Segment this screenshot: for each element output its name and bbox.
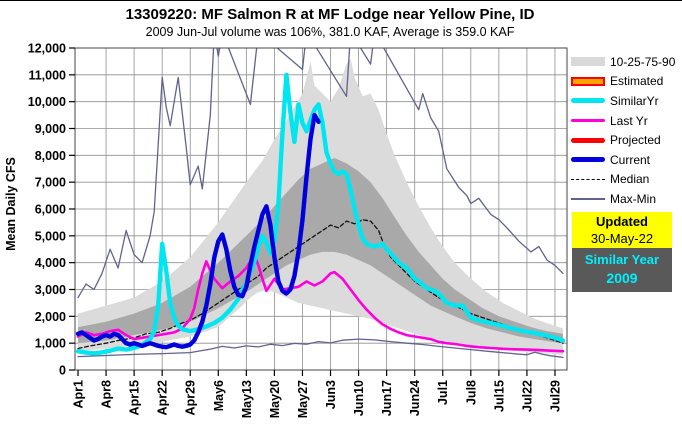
x-tick-label: May6: [212, 380, 226, 411]
median-swatch: [571, 178, 605, 180]
y-tick-label: 11,000: [28, 68, 66, 82]
updated-label: Updated: [596, 214, 648, 229]
legend-item-median: Median: [571, 170, 679, 190]
y-tick-label: 6,000: [35, 203, 66, 217]
x-tick-label: Apr15: [128, 380, 142, 415]
series-min-line: [77, 338, 564, 359]
legend-label: Projected: [610, 133, 661, 148]
x-tick-label: Jun24: [408, 380, 422, 416]
page-title: 13309220: MF Salmon R at MF Lodge near Y…: [125, 6, 535, 23]
series-similaryr-line: [75, 72, 566, 356]
projected-swatch: [571, 137, 605, 143]
band-25-75-band: [78, 158, 563, 344]
y-tick-label: 8,000: [35, 149, 66, 163]
x-tick-label: Jun17: [380, 380, 394, 416]
axis-ticks: [69, 47, 556, 376]
legend-item-max-min: Max-Min: [571, 189, 679, 209]
x-tick-label: Jul8: [464, 380, 478, 405]
y-tick-label: 4,000: [35, 256, 66, 270]
y-tick-label: 12,000: [28, 42, 66, 56]
x-tick-label: Jul22: [520, 380, 534, 412]
y-tick-label: 7,000: [35, 176, 66, 190]
y-tick-label: 9,000: [35, 122, 66, 136]
legend-label: Current: [610, 152, 651, 167]
x-tick-label: Apr1: [72, 380, 86, 409]
legend-label: SimilarYr: [610, 93, 659, 108]
last-yr-swatch: [571, 119, 605, 123]
legend-label: 10-25-75-90: [610, 54, 676, 69]
percentile-bands: [78, 58, 563, 355]
chart-subtitle: 2009 Jun-Jul volume was 106%, 381.0 KAF,…: [145, 25, 515, 39]
updated-date: 30-May-22: [590, 230, 654, 246]
series-current-line: [75, 112, 321, 350]
legend-item-percentile-band: 10-25-75-90: [571, 52, 679, 72]
legend-item-estimated: Estimated: [571, 72, 679, 92]
similar-yr-swatch: [571, 98, 605, 104]
legend-label: Estimated: [610, 74, 664, 89]
y-tick-label: 2,000: [35, 310, 66, 324]
similar-year-value: 2009: [606, 269, 638, 286]
legend-label: Max-Min: [610, 191, 657, 206]
y-tick-label: 0: [59, 364, 66, 378]
legend-item-projected: Projected: [571, 130, 679, 150]
x-tick-label: Apr22: [156, 380, 170, 415]
x-tick-label: May27: [296, 380, 310, 418]
x-tick-label: May20: [268, 380, 282, 418]
similar-year-box: Similar Year 2009: [572, 248, 672, 292]
legend-label: Median: [610, 172, 650, 187]
y-tick-label: 1,000: [35, 337, 66, 351]
y-tick-label: 3,000: [35, 283, 66, 297]
estimated-swatch: [571, 76, 605, 86]
series-last-yr-line: [76, 253, 565, 353]
y-axis-title: Mean Daily CFS: [4, 157, 18, 251]
x-tick-label: Jun10: [352, 380, 366, 416]
percentile-band-swatch: [571, 57, 605, 67]
max-min-swatch: [571, 198, 605, 200]
x-tick-label: Jun3: [324, 380, 338, 409]
similar-year-label: Similar Year: [584, 252, 660, 267]
updated-box: Updated 30-May-22: [572, 212, 672, 248]
current-swatch: [571, 157, 605, 163]
x-axis-labels: Apr1 Apr8 Apr15 Apr22 Apr29 May6 May13 May20 May…: [72, 380, 563, 418]
legend-label: Last Yr: [610, 113, 648, 128]
x-tick-label: Jul15: [492, 380, 506, 412]
y-tick-label: 5,000: [35, 229, 66, 243]
y-axis-labels: 0 1,000 2,000 3,000 4,000 5,000 6,000 7,000 8,00…: [28, 42, 66, 378]
legend: 10-25-75-90 Estimated SimilarYr Last Yr Proj…: [571, 52, 679, 209]
legend-item-current: Current: [571, 150, 679, 170]
x-tick-label: Apr29: [184, 380, 198, 415]
y-tick-label: 10,000: [28, 95, 66, 109]
x-tick-label: May13: [240, 380, 254, 418]
legend-item-last-yr: Last Yr: [571, 111, 679, 131]
x-tick-label: Apr8: [100, 380, 114, 409]
x-tick-label: Jul29: [548, 380, 562, 412]
series-lines: [75, 48, 566, 359]
x-tick-label: Jul1: [436, 380, 450, 405]
legend-item-similar-yr: SimilarYr: [571, 91, 679, 111]
series-max-line: [77, 48, 564, 299]
